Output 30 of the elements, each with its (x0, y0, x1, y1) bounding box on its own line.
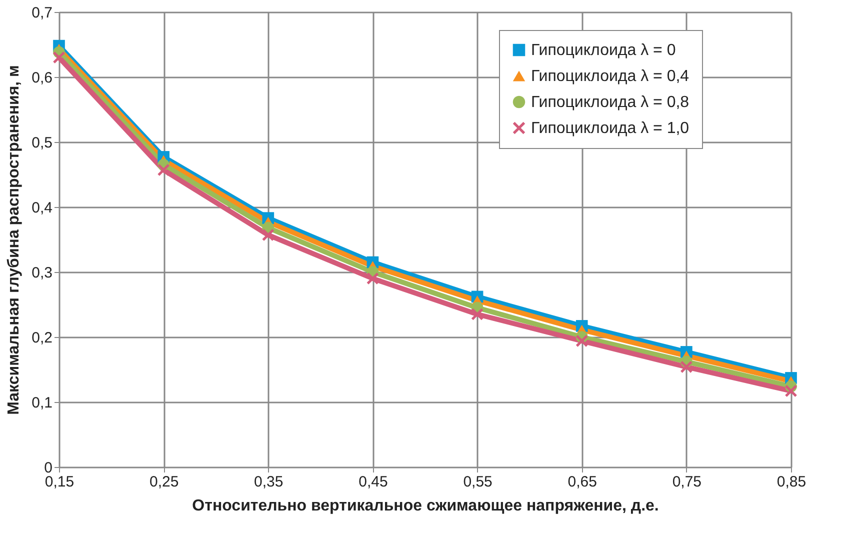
point (366, 272, 379, 284)
point (785, 385, 797, 397)
point (471, 308, 484, 320)
y-tick-label: 0,2 (32, 330, 52, 346)
x-tick-label: 0,65 (568, 474, 597, 490)
x-tick-label: 0,15 (44, 474, 74, 490)
y-tick-label: 0,7 (32, 4, 52, 22)
x-tick-label: 0,45 (358, 474, 388, 490)
legend-label: Гипоциклоида λ = 0,4 (531, 68, 690, 85)
point (576, 334, 588, 347)
x-tick-label: 0,35 (254, 474, 284, 490)
y-tick-label: 0,5 (32, 134, 52, 152)
y-tick-label: 0,1 (32, 394, 52, 412)
legend-label: Гипоциклоида λ = 1,0 (531, 120, 690, 137)
y-tick-label: 0 (44, 460, 52, 476)
point (680, 360, 692, 373)
x-axis-title: Относительно вертикальное сжимающее напряжение, д.е. (192, 498, 659, 514)
y-tick-label: 0,4 (32, 200, 52, 216)
x-tick-label: 0,55 (463, 474, 492, 490)
x-tick-label: 0,75 (672, 474, 702, 490)
y-axis-title: Максимальная глубина распространения, м (6, 65, 23, 415)
legend-label: Гипоциклоида λ = 0 (531, 42, 676, 59)
y-tick-label: 0,6 (32, 70, 52, 86)
x-tick-label: 0,25 (149, 474, 179, 490)
legend-label: Гипоциклоида λ = 0,8 (531, 94, 690, 111)
point (53, 52, 65, 64)
point (158, 164, 170, 176)
x-tick-label: 0,85 (776, 474, 806, 490)
y-tick-label: 0,3 (32, 264, 52, 282)
point (262, 229, 274, 241)
